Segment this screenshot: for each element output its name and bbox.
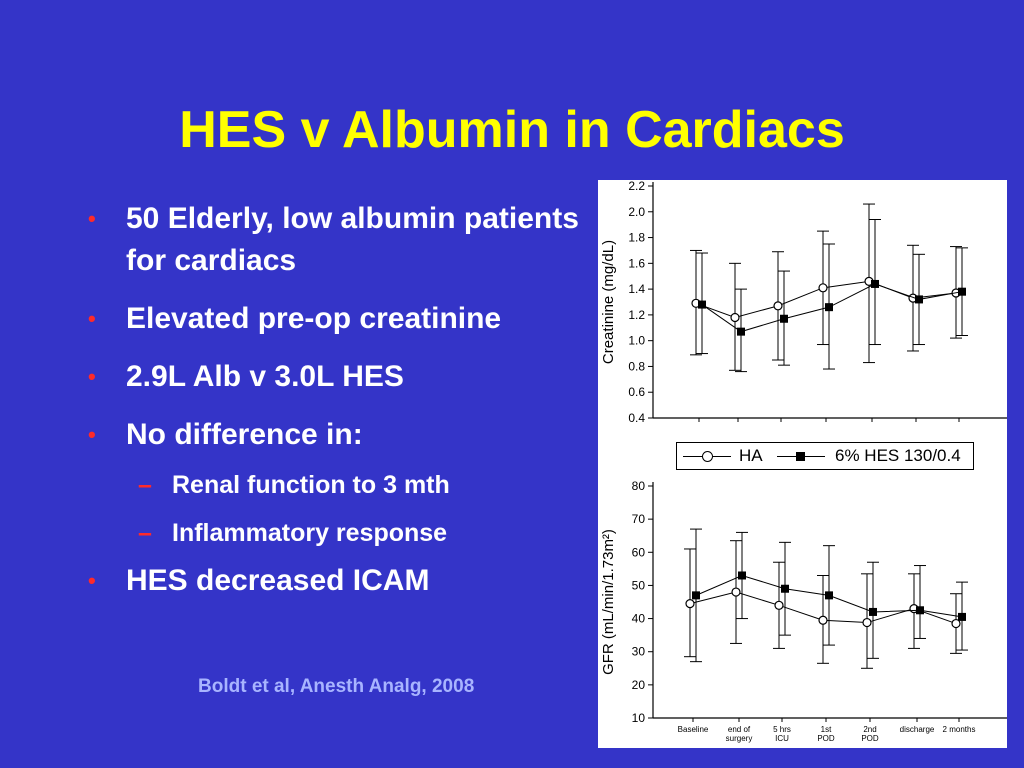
data-point-hes bbox=[869, 607, 877, 616]
y-tick-label: 50 bbox=[632, 578, 646, 592]
bullet-dot-icon: • bbox=[88, 568, 96, 593]
bullet-dot-icon: • bbox=[88, 206, 96, 231]
data-point-hes bbox=[958, 287, 966, 296]
bullet-item: • 50 Elderly, low albumin patients for c… bbox=[88, 198, 588, 282]
legend-hes-marker bbox=[777, 452, 825, 461]
slide-title: HES v Albumin in Cardiacs bbox=[179, 101, 845, 159]
data-point-ha bbox=[862, 617, 872, 628]
legend-hes-label: 6% HES 130/0.4 bbox=[835, 446, 961, 465]
x-tick-label: ICU bbox=[775, 734, 789, 743]
data-point-hes bbox=[825, 591, 833, 600]
x-tick-label: 5 hrs bbox=[773, 725, 791, 734]
y-tick-label: 0.6 bbox=[628, 385, 645, 399]
y-tick-label: 1.4 bbox=[628, 282, 645, 296]
data-point-hes bbox=[780, 314, 788, 323]
data-point-ha bbox=[774, 600, 784, 610]
data-point-hes bbox=[738, 571, 746, 580]
y-tick-label: 80 bbox=[632, 479, 646, 493]
y-tick-label: 1.6 bbox=[628, 256, 645, 270]
data-point-hes bbox=[915, 295, 923, 304]
y-tick-label: 30 bbox=[632, 645, 646, 659]
x-tick-label: 1st bbox=[821, 725, 832, 734]
bullet-item: • HES decreased ICAM bbox=[88, 560, 588, 602]
bullet-text: Elevated pre-op creatinine bbox=[126, 302, 502, 335]
x-tick-label: 2nd bbox=[863, 725, 876, 734]
bullet-text: 2.9L Alb v 3.0L HES bbox=[126, 360, 404, 393]
sub-bullet-text: Renal function to 3 mth bbox=[172, 471, 450, 499]
y-tick-label: 1.2 bbox=[628, 308, 645, 322]
y-tick-label: 1.0 bbox=[628, 334, 645, 348]
y-tick-label: 40 bbox=[632, 612, 646, 626]
y-axis-label: Creatinine (mg/dL) bbox=[600, 240, 617, 364]
chart-panel: 0.4 0.6 0.8 1.0 1.2 1.4 1.6 1.8 2.0 2.2 Creatinine… bbox=[598, 180, 1007, 748]
bullet-item: • No difference in: bbox=[88, 414, 588, 456]
x-tick-label: end of bbox=[728, 725, 751, 734]
data-point-ha bbox=[773, 301, 783, 311]
x-tick-label: 2 months bbox=[943, 725, 976, 734]
data-point-hes bbox=[781, 584, 789, 593]
y-tick-label: 2.0 bbox=[628, 205, 645, 219]
dash-icon: – bbox=[138, 519, 152, 547]
y-tick-label: 1.8 bbox=[628, 231, 645, 245]
bullet-dot-icon: • bbox=[88, 422, 96, 447]
data-point-ha bbox=[730, 312, 740, 323]
y-tick-label: 0.8 bbox=[628, 359, 645, 373]
y-tick-label: 20 bbox=[632, 678, 646, 692]
data-point-hes bbox=[871, 279, 879, 288]
bullet-text: No difference in: bbox=[126, 418, 363, 451]
data-point-ha bbox=[685, 599, 695, 609]
chart-legend: HA 6% HES 130/0.4 bbox=[676, 442, 974, 470]
y-tick-label: 60 bbox=[632, 545, 646, 559]
x-tick-label: surgery bbox=[726, 734, 753, 743]
dash-icon: – bbox=[138, 471, 152, 499]
x-tick-label: discharge bbox=[900, 725, 935, 734]
data-point-ha bbox=[951, 618, 961, 629]
y-axis-label: GFR (mL/min/1.73m²) bbox=[600, 529, 617, 675]
citation: Boldt et al, Anesth Analg, 2008 bbox=[198, 676, 475, 697]
data-point-hes bbox=[825, 303, 833, 312]
legend-ha-label: HA bbox=[739, 446, 763, 465]
sub-bullet-item: – Inflammatory response bbox=[138, 518, 588, 548]
bullet-text: HES decreased ICAM bbox=[126, 564, 430, 597]
data-point-ha bbox=[818, 283, 828, 293]
chart-svg: 0.4 0.6 0.8 1.0 1.2 1.4 1.6 1.8 2.0 2.2 Creatinine… bbox=[600, 180, 1007, 743]
bullet-dot-icon: • bbox=[88, 364, 96, 389]
data-point-ha bbox=[731, 587, 741, 597]
x-tick-label: Baseline bbox=[678, 725, 709, 734]
y-tick-label: 10 bbox=[632, 711, 646, 725]
y-tick-label: 0.4 bbox=[628, 411, 645, 425]
bullet-item: • 2.9L Alb v 3.0L HES bbox=[88, 356, 588, 398]
y-tick-label: 70 bbox=[632, 512, 646, 526]
data-point-hes bbox=[916, 606, 924, 615]
x-tick-label: POD bbox=[861, 734, 879, 743]
legend-ha-marker bbox=[683, 451, 731, 462]
data-point-hes bbox=[737, 327, 745, 336]
y-tick-label: 2.2 bbox=[628, 180, 645, 193]
bullet-text: 50 Elderly, low albumin patients for car… bbox=[126, 202, 579, 277]
bullet-item: • Elevated pre-op creatinine bbox=[88, 298, 588, 340]
x-tick-label: POD bbox=[817, 734, 835, 743]
data-point-hes bbox=[692, 591, 700, 600]
sub-bullet-item: – Renal function to 3 mth bbox=[138, 470, 588, 500]
data-point-hes bbox=[698, 300, 706, 309]
sub-bullet-text: Inflammatory response bbox=[172, 519, 448, 547]
data-point-ha bbox=[818, 615, 828, 625]
bullet-dot-icon: • bbox=[88, 306, 96, 331]
bullet-list: • 50 Elderly, low albumin patients for c… bbox=[88, 198, 588, 602]
data-point-hes bbox=[958, 612, 966, 621]
